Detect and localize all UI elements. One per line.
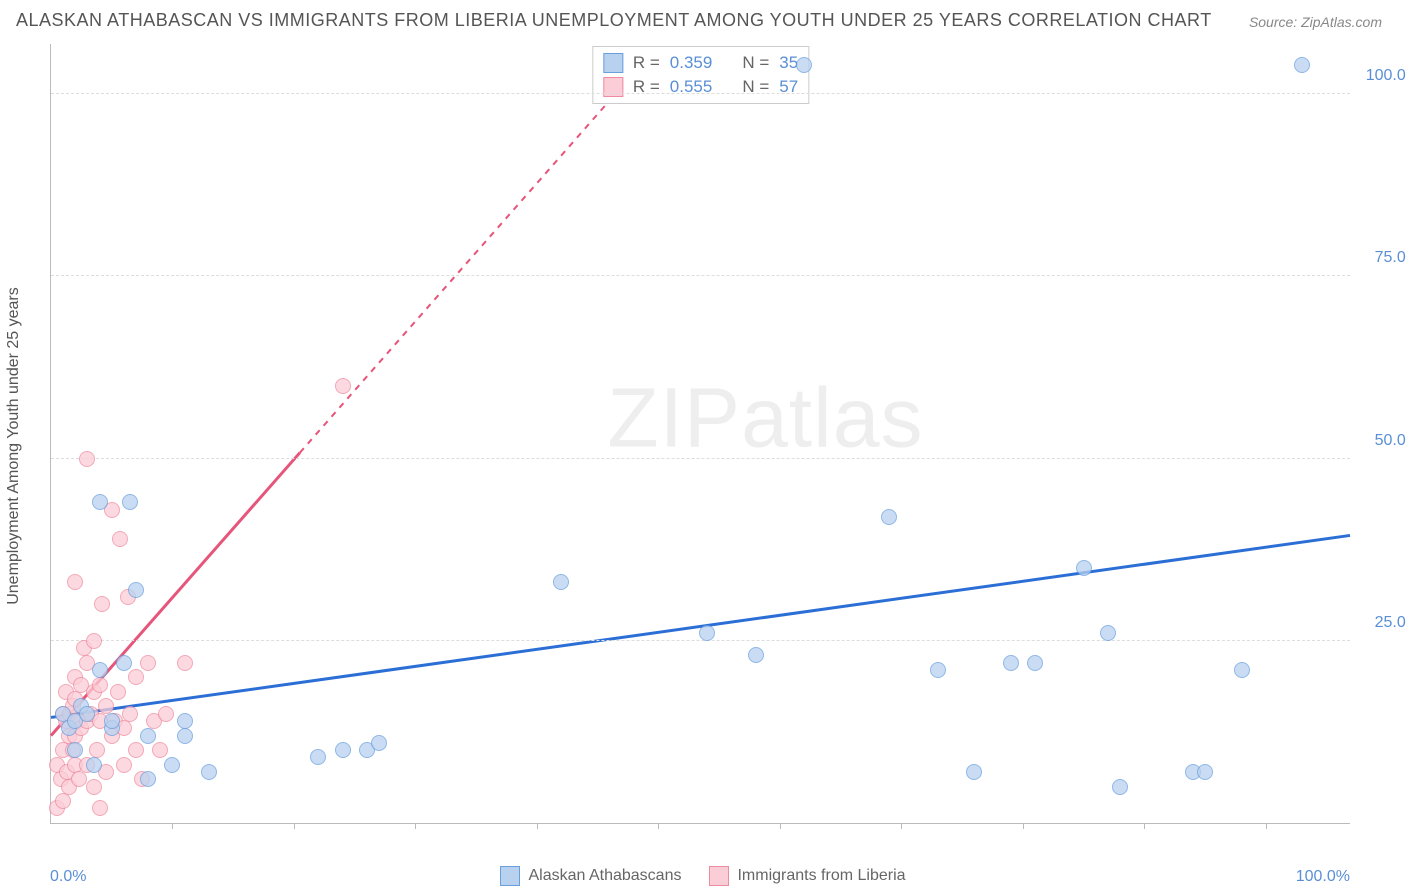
r-value-series1: 0.359 (670, 53, 713, 73)
scatter-point-series1 (104, 713, 120, 729)
scatter-point-series1 (371, 735, 387, 751)
scatter-point-series1 (122, 494, 138, 510)
scatter-point-series1 (177, 728, 193, 744)
scatter-point-series2 (122, 706, 138, 722)
trend-line (300, 73, 634, 453)
x-tick-mark (537, 823, 538, 829)
gridline (51, 458, 1350, 459)
scatter-point-series1 (92, 494, 108, 510)
scatter-point-series1 (92, 662, 108, 678)
scatter-point-series1 (1234, 662, 1250, 678)
scatter-point-series1 (140, 771, 156, 787)
scatter-point-series1 (67, 742, 83, 758)
scatter-point-series1 (553, 574, 569, 590)
scatter-point-series1 (1076, 560, 1092, 576)
scatter-point-series1 (796, 57, 812, 73)
x-tick-mark (294, 823, 295, 829)
scatter-point-series2 (152, 742, 168, 758)
scatter-point-series1 (1100, 625, 1116, 641)
x-tick-mark (1023, 823, 1024, 829)
scatter-point-series2 (177, 655, 193, 671)
scatter-point-series1 (1294, 57, 1310, 73)
category-label-2: Immigrants from Liberia (737, 867, 905, 885)
category-label-1: Alaskan Athabascans (528, 867, 681, 885)
scatter-point-series2 (112, 531, 128, 547)
scatter-point-series2 (55, 793, 71, 809)
scatter-point-series2 (94, 596, 110, 612)
x-tick-mark (415, 823, 416, 829)
gridline (51, 93, 1350, 94)
gridline (51, 275, 1350, 276)
scatter-point-series2 (71, 771, 87, 787)
scatter-point-series2 (92, 677, 108, 693)
scatter-point-series2 (128, 742, 144, 758)
stats-row-series2: R = 0.555 N = 57 (603, 75, 798, 99)
n-label: N = (742, 53, 769, 73)
scatter-point-series2 (89, 742, 105, 758)
y-tick-label: 25.0% (1358, 614, 1406, 632)
scatter-point-series1 (116, 655, 132, 671)
y-tick-label: 75.0% (1358, 249, 1406, 267)
category-item-1: Alaskan Athabascans (500, 866, 681, 886)
scatter-point-series1 (1197, 764, 1213, 780)
scatter-point-series1 (335, 742, 351, 758)
trend-lines-layer (51, 44, 1350, 823)
scatter-point-series1 (310, 749, 326, 765)
scatter-point-series2 (335, 378, 351, 394)
scatter-point-series2 (86, 779, 102, 795)
scatter-point-series1 (881, 509, 897, 525)
scatter-point-series1 (748, 647, 764, 663)
y-tick-label: 100.0% (1358, 67, 1406, 85)
x-tick-mark (172, 823, 173, 829)
scatter-point-series2 (128, 669, 144, 685)
scatter-point-series2 (86, 633, 102, 649)
scatter-point-series1 (164, 757, 180, 773)
x-tick-mark (1266, 823, 1267, 829)
category-item-2: Immigrants from Liberia (709, 866, 905, 886)
scatter-point-series2 (158, 706, 174, 722)
r-label: R = (633, 53, 660, 73)
y-tick-label: 50.0% (1358, 432, 1406, 450)
x-tick-mark (901, 823, 902, 829)
trend-line (51, 535, 1350, 717)
y-axis-label: Unemployment Among Youth under 25 years (5, 287, 23, 605)
scatter-point-series1 (699, 625, 715, 641)
swatch-category1 (500, 866, 520, 886)
scatter-point-series1 (177, 713, 193, 729)
scatter-point-series1 (201, 764, 217, 780)
scatter-point-series1 (1027, 655, 1043, 671)
gridline (51, 640, 1350, 641)
scatter-point-series1 (1003, 655, 1019, 671)
x-tick-mark (780, 823, 781, 829)
scatter-point-series1 (128, 582, 144, 598)
scatter-point-series2 (92, 800, 108, 816)
scatter-point-series1 (86, 757, 102, 773)
scatter-point-series1 (930, 662, 946, 678)
scatter-point-series2 (79, 451, 95, 467)
source-label: Source: ZipAtlas.com (1249, 14, 1382, 30)
x-tick-mark (1144, 823, 1145, 829)
x-tick-mark (658, 823, 659, 829)
scatter-point-series1 (1112, 779, 1128, 795)
scatter-point-series2 (140, 655, 156, 671)
scatter-point-series1 (966, 764, 982, 780)
scatter-point-series1 (79, 706, 95, 722)
scatter-point-series1 (140, 728, 156, 744)
category-legend: Alaskan Athabascans Immigrants from Libe… (0, 866, 1406, 886)
scatter-point-series2 (110, 684, 126, 700)
chart-title: ALASKAN ATHABASCAN VS IMMIGRANTS FROM LI… (16, 10, 1212, 31)
swatch-category2 (709, 866, 729, 886)
swatch-series1 (603, 53, 623, 73)
scatter-point-series2 (67, 574, 83, 590)
chart-plot-area: ZIPatlas R = 0.359 N = 35 R = 0.555 N = … (50, 44, 1350, 824)
correlation-stats-box: R = 0.359 N = 35 R = 0.555 N = 57 (592, 46, 809, 104)
scatter-point-series2 (116, 757, 132, 773)
stats-row-series1: R = 0.359 N = 35 (603, 51, 798, 75)
